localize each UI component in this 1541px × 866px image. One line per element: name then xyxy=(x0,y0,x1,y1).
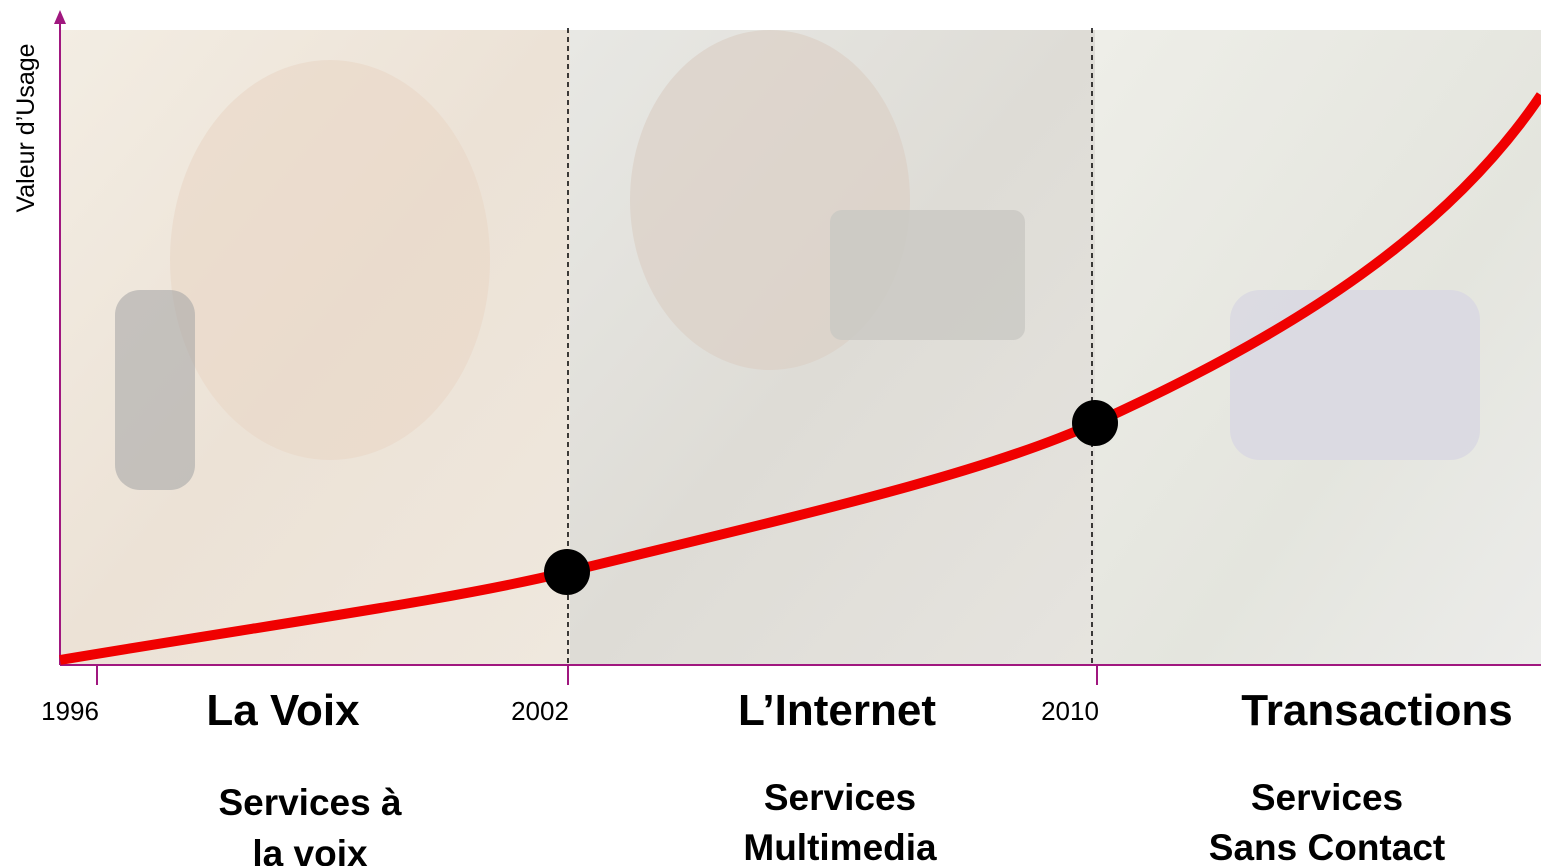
axis-arrow xyxy=(54,10,66,24)
era-subtitle: Services xyxy=(764,777,916,818)
milestone xyxy=(1072,400,1118,446)
era-title: Transactions xyxy=(1241,686,1512,735)
era-title: La Voix xyxy=(206,686,360,735)
year: 1996 xyxy=(41,696,99,726)
milestone xyxy=(544,549,590,595)
photo-camera xyxy=(830,210,1025,340)
photo-card-reader xyxy=(1230,290,1480,460)
era-title: L’Internet xyxy=(738,686,936,735)
era-subtitle: Sans Contact xyxy=(1209,827,1445,866)
era-subtitle: Services xyxy=(1251,777,1403,818)
axis-label: Valeur d’Usage xyxy=(12,43,40,212)
timeline-diagram: Valeur d’Usage 1996 2002 2010 La Voix L’… xyxy=(0,0,1541,866)
photo-phone xyxy=(115,290,195,490)
photo-face xyxy=(170,60,490,460)
year: 2010 xyxy=(1041,696,1099,726)
year: 2002 xyxy=(511,696,569,726)
era-subtitle: la voix xyxy=(252,833,368,866)
era-subtitle: Multimedia xyxy=(743,827,937,866)
era-subtitle: Services à xyxy=(218,782,402,823)
